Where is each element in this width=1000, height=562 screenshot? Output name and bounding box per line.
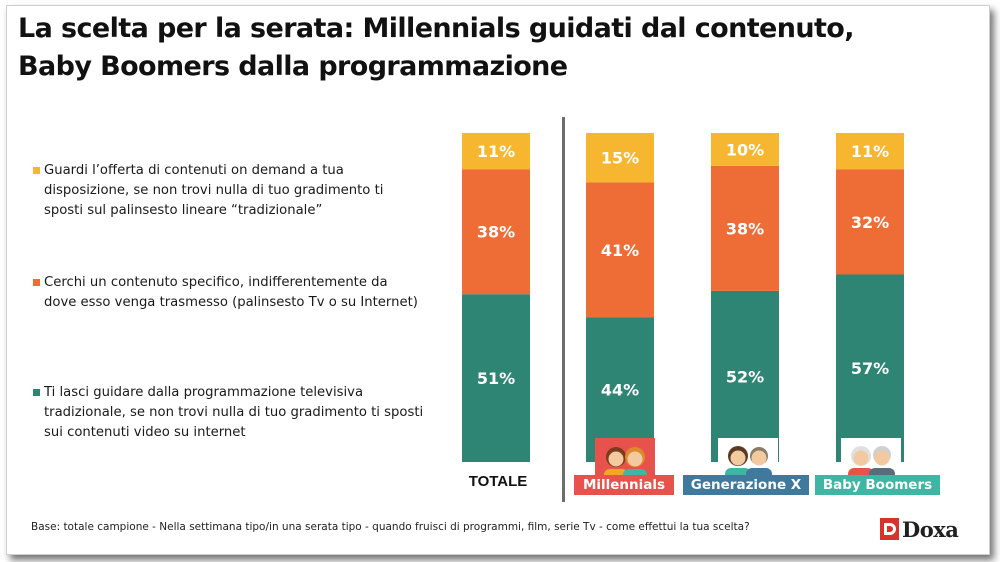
bar-segment-generazione-x-1 <box>711 165 779 291</box>
footnote: Base: totale campione - Nella settimana … <box>31 521 750 533</box>
category-label-totale: TOTALE <box>468 473 528 490</box>
bar-segment-millennials-1 <box>586 182 654 318</box>
chart-divider <box>562 117 565 502</box>
bar-value-label: 11% <box>477 142 515 161</box>
bar-value-label: 41% <box>601 241 639 260</box>
bar-value-label: 11% <box>851 142 889 161</box>
title-line-1: La scelta per la serata: Millennials gui… <box>18 13 855 44</box>
legend-item-contenuto: Cerchi un contenuto specifico, indiffere… <box>33 273 424 313</box>
legend-swatch-yellow <box>33 167 40 174</box>
category-label-boomers: Baby Boomers <box>815 475 940 495</box>
category-label-genx: Generazione X <box>683 475 809 495</box>
category-label-millennials: Millennials <box>574 475 674 495</box>
bar-value-label: 32% <box>851 213 889 232</box>
legend-swatch-orange <box>33 279 40 286</box>
doxa-logo-icon <box>880 518 899 540</box>
doxa-logo: Doxa <box>880 515 959 543</box>
bar-segment-baby-boomers-2 <box>836 133 904 170</box>
bar-value-label: 15% <box>601 149 639 168</box>
bar-segment-millennials-0 <box>586 317 654 462</box>
bar-value-label: 51% <box>477 369 515 388</box>
bar-value-label: 44% <box>601 381 639 400</box>
genx-people-icon <box>718 438 778 480</box>
bar-segment-totale-2 <box>462 133 530 170</box>
legend-text: Cerchi un contenuto specifico, indiffere… <box>44 275 418 310</box>
slide-title: La scelta per la serata: Millennials gui… <box>18 10 978 86</box>
legend-swatch-green <box>33 389 40 396</box>
legend-text: Guardi l’offerta di contenuti on demand … <box>44 163 384 218</box>
bar-segment-totale-1 <box>462 169 530 295</box>
bar-value-label: 52% <box>726 368 764 387</box>
title-line-2: Baby Boomers dalla programmazione <box>18 51 568 82</box>
bar-value-label: 57% <box>851 359 889 378</box>
logo-text: Doxa <box>902 516 959 542</box>
legend-item-programmazione: Ti lasci guidare dalla programmazione te… <box>33 383 424 443</box>
legend-item-on-demand: Guardi l’offerta di contenuti on demand … <box>33 161 424 221</box>
bar-segment-generazione-x-0 <box>711 290 779 462</box>
bar-segment-baby-boomers-1 <box>836 169 904 275</box>
bar-segment-millennials-2 <box>586 133 654 183</box>
bar-segment-generazione-x-2 <box>711 133 779 166</box>
boomers-people-icon <box>841 438 901 480</box>
bar-value-label: 10% <box>726 140 764 159</box>
millennials-people-icon <box>595 438 655 480</box>
bar-segment-totale-0 <box>462 294 530 462</box>
bar-value-label: 38% <box>477 223 515 242</box>
bar-segment-baby-boomers-0 <box>836 274 904 462</box>
legend-text: Ti lasci guidare dalla programmazione te… <box>44 385 424 440</box>
bar-value-label: 38% <box>726 219 764 238</box>
